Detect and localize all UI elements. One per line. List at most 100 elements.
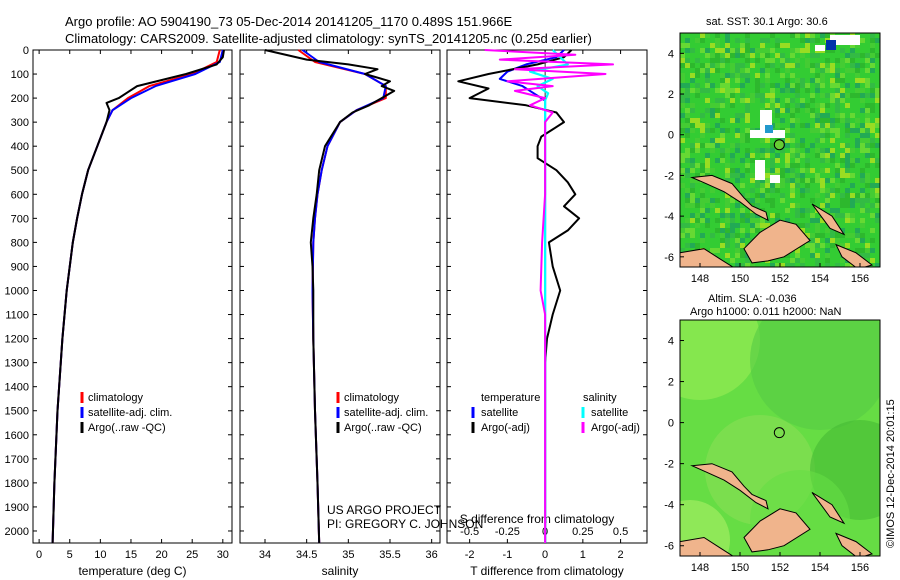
sst-cell <box>720 118 725 123</box>
sst-cell <box>775 43 780 48</box>
sst-cell <box>785 143 790 148</box>
sst-cell <box>805 43 810 48</box>
sst-cell <box>775 168 780 173</box>
sst-cell <box>790 153 795 158</box>
sst-cell <box>685 113 690 118</box>
sst-cell <box>770 168 775 173</box>
sst-cell <box>820 183 825 188</box>
sst-cell <box>805 188 810 193</box>
sst-cell <box>850 93 855 98</box>
sst-cell <box>710 198 715 203</box>
sst-cell <box>765 138 770 143</box>
sst-cell <box>800 78 805 83</box>
sst-cell <box>770 63 775 68</box>
sst-cell <box>865 153 870 158</box>
sst-cell <box>860 248 865 253</box>
sst-cell <box>810 63 815 68</box>
sst-cell <box>690 178 695 183</box>
sst-cell <box>695 173 700 178</box>
sst-cell <box>690 148 695 153</box>
sst-cell <box>760 83 765 88</box>
sst-cell <box>800 153 805 158</box>
sst-cell <box>700 193 705 198</box>
sst-cell <box>835 233 840 238</box>
sst-cell <box>695 143 700 148</box>
x-tick-label: 34.5 <box>296 549 317 561</box>
sst-cell <box>870 213 875 218</box>
y-tick-label: 700 <box>11 213 29 225</box>
sst-cell <box>800 38 805 43</box>
sst-cell <box>725 128 730 133</box>
sst-cell <box>850 68 855 73</box>
sst-cell <box>765 63 770 68</box>
sst-cell <box>745 168 750 173</box>
sst-cell <box>860 78 865 83</box>
legend-label: satellite-adj. clim. <box>88 407 172 419</box>
map-y-tick-label: -6 <box>664 252 674 264</box>
sst-cell <box>760 183 765 188</box>
sst-cell <box>720 243 725 248</box>
sst-cell <box>805 183 810 188</box>
sst-cell <box>810 198 815 203</box>
sst-cell <box>870 203 875 208</box>
sst-cell <box>765 68 770 73</box>
map-x-tick-label: 150 <box>731 562 749 574</box>
sst-cell <box>855 143 860 148</box>
sst-cell <box>735 253 740 258</box>
sst-cell <box>735 68 740 73</box>
x-tick-label: 35.5 <box>379 549 400 561</box>
sst-cell <box>720 223 725 228</box>
sst-cell <box>795 213 800 218</box>
sst-cell <box>775 68 780 73</box>
map-y-tick-label: 4 <box>668 336 674 348</box>
sst-cell <box>690 143 695 148</box>
sst-cell <box>690 228 695 233</box>
sst-cell <box>770 163 775 168</box>
s-axis-label: S difference from climatology <box>460 512 615 526</box>
sst-cell <box>765 53 770 58</box>
sst-cell <box>805 63 810 68</box>
sst-cell <box>735 48 740 53</box>
sst-cell <box>745 33 750 38</box>
sst-cell <box>735 118 740 123</box>
sst-cell <box>815 173 820 178</box>
sst-cell <box>775 153 780 158</box>
sst-cell <box>725 213 730 218</box>
sst-cell <box>685 93 690 98</box>
sst-cell <box>790 203 795 208</box>
sst-cell <box>740 68 745 73</box>
sst-cell <box>680 73 685 78</box>
sst-cell <box>855 233 860 238</box>
y-tick-label: 1800 <box>5 478 29 490</box>
sst-cell <box>720 133 725 138</box>
sst-cell <box>865 83 870 88</box>
sst-cell <box>845 143 850 148</box>
sst-cell <box>765 78 770 83</box>
sst-cell <box>870 103 875 108</box>
sst-cell <box>780 88 785 93</box>
sst-cell <box>780 108 785 113</box>
sst-cell <box>790 108 795 113</box>
sst-cell <box>725 78 730 83</box>
sst-cell <box>745 38 750 43</box>
sst-cell <box>700 33 705 38</box>
legend-label: satellite-adj. clim. <box>344 407 428 419</box>
sst-cell <box>860 223 865 228</box>
sst-cell <box>755 48 760 53</box>
sst-cell <box>775 113 780 118</box>
sst-cell <box>695 88 700 93</box>
sst-cell <box>735 133 740 138</box>
sst-cell <box>680 58 685 63</box>
sst-cell <box>855 93 860 98</box>
sst-cell <box>685 203 690 208</box>
sst-cell <box>835 213 840 218</box>
sst-cell <box>820 168 825 173</box>
sst-cell <box>840 203 845 208</box>
sst-cell <box>780 118 785 123</box>
sst-cell <box>685 198 690 203</box>
sst-cell <box>760 43 765 48</box>
sst-cell <box>805 223 810 228</box>
sst-cell <box>680 153 685 158</box>
sst-cell <box>690 73 695 78</box>
sst-cell <box>760 38 765 43</box>
